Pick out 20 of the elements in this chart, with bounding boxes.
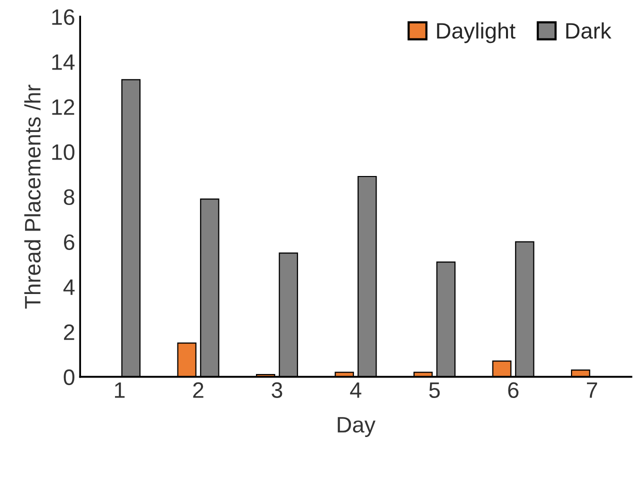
legend-label: Daylight [437,22,516,44]
x-tick-label: 5 [429,382,440,398]
y-tick-label: 2 [64,324,74,340]
x-axis-title: Day [338,417,376,438]
y-axis-title: Thread Placements /hr [24,84,41,309]
y-tick-label: 6 [64,234,74,250]
y-tick-label: 4 [63,280,75,295]
x-tick-label: 3 [272,382,282,398]
legend-label: Dark [566,22,612,39]
y-tick-label: 12 [52,99,74,115]
y-tick-label: 8 [64,189,74,206]
x-tick-label: 2 [193,382,204,398]
x-tick-label: 1 [115,382,125,398]
y-tick-label: 0 [64,369,74,386]
x-tick-label: 4 [350,382,362,398]
y-tick-label: 16 [52,9,74,25]
y-tick-label: 10 [52,144,74,160]
x-tick-label: 7 [586,382,598,398]
y-tick-label: 14 [52,54,75,70]
x-tick-label: 6 [508,382,518,398]
